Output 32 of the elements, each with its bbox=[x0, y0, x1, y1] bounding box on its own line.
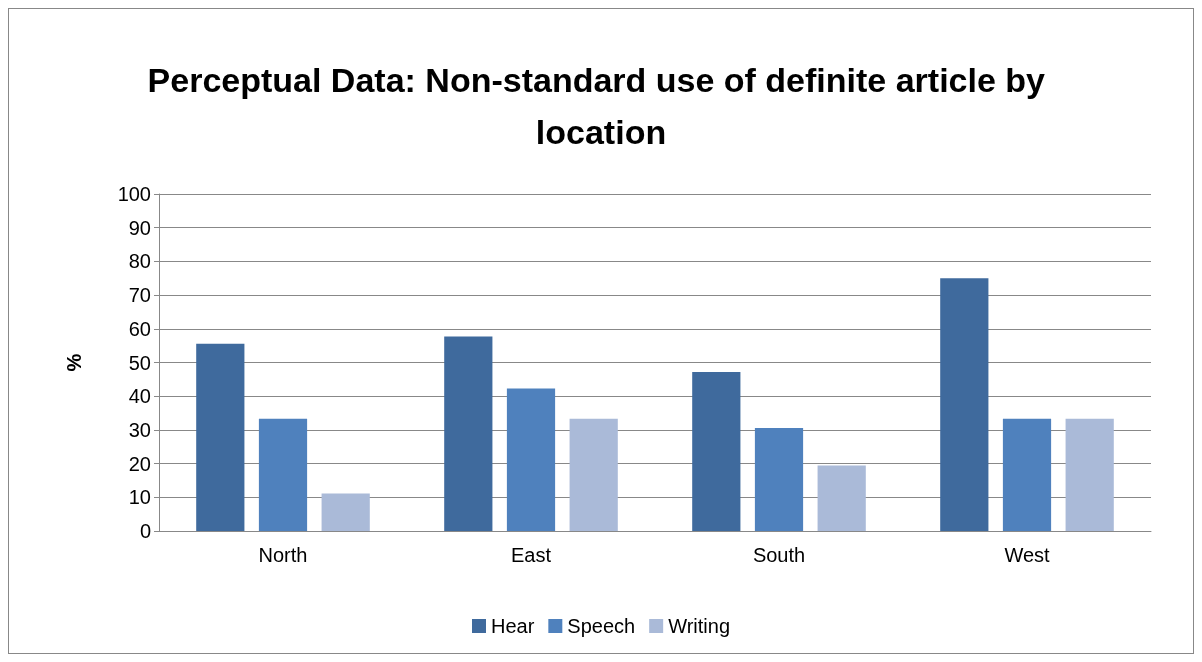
y-tick-label: 80 bbox=[128, 250, 151, 273]
bar bbox=[940, 278, 989, 531]
bar bbox=[444, 336, 493, 531]
bar bbox=[754, 427, 804, 531]
y-tick-label: 20 bbox=[128, 452, 151, 475]
bar bbox=[692, 371, 741, 531]
bar bbox=[321, 493, 370, 531]
y-axis-title: % bbox=[63, 353, 85, 372]
y-tick-label: 10 bbox=[128, 486, 151, 509]
legend-label: Writing bbox=[668, 615, 731, 637]
legend-label: Hear bbox=[490, 615, 535, 637]
x-tick-label: North bbox=[258, 544, 308, 566]
y-tick-label: 60 bbox=[128, 317, 151, 340]
bar bbox=[569, 418, 618, 531]
bar bbox=[196, 343, 245, 531]
bar bbox=[1065, 418, 1114, 531]
y-tick-label: 40 bbox=[128, 385, 151, 408]
bar bbox=[506, 388, 556, 531]
y-tick-label: 30 bbox=[128, 418, 151, 441]
y-tick-label: 90 bbox=[128, 216, 151, 239]
x-tick-label: West bbox=[1004, 544, 1051, 566]
x-tick-label: South bbox=[752, 544, 806, 566]
bar bbox=[1002, 418, 1052, 531]
chart-title: Perceptual Data: Non-standard use of definite article by location bbox=[147, 61, 1055, 151]
y-tick-label: 50 bbox=[128, 351, 151, 374]
y-tick-label: 100 bbox=[117, 183, 151, 205]
x-tick-label: East bbox=[510, 544, 552, 566]
legend-label: Speech bbox=[567, 615, 636, 637]
bar bbox=[258, 418, 308, 531]
bar bbox=[817, 465, 866, 531]
y-tick-label: 0 bbox=[139, 520, 151, 542]
y-tick-label: 70 bbox=[128, 284, 151, 307]
